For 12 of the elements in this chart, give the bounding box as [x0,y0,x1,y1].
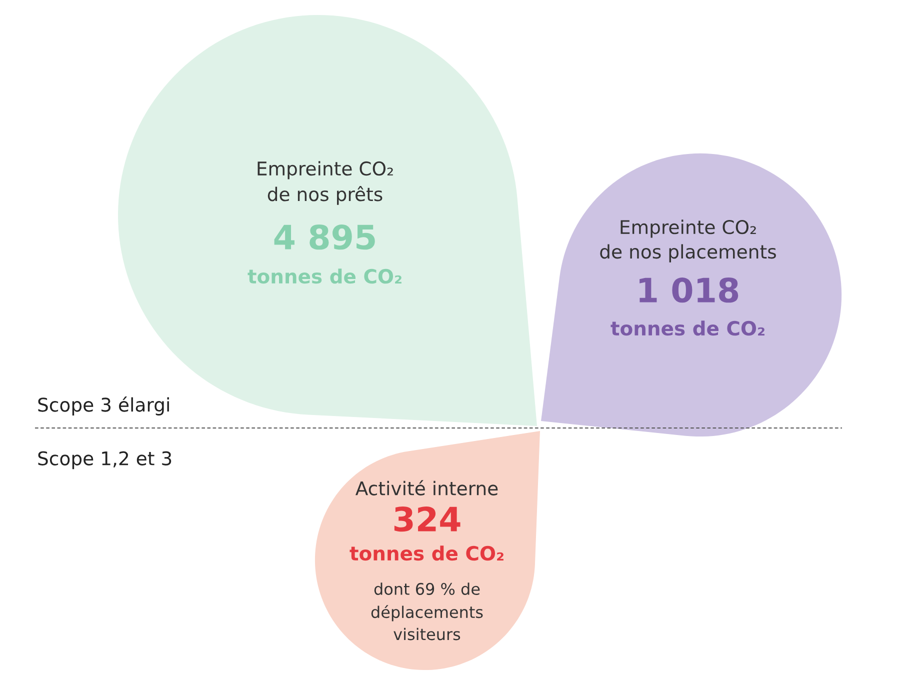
data-label: 324 [394,506,460,532]
category-label: Empreinte CO₂ de nos placements [600,220,776,262]
text: Scope 1,2 et 3 [38,451,172,470]
text: dont 69 % de déplacements visiteurs [371,582,483,640]
text: tonnes de CO₂ [610,320,764,336]
data-label: 1 018 [640,277,738,303]
category-label: Activité interne [355,480,498,496]
text: Scope 3 élargi [38,396,169,416]
text: tonnes de CO₂ [248,268,402,284]
category-label: Empreinte CO₂ de nos prêts [258,161,393,205]
text: tonnes de CO₂ [350,546,504,561]
data-label: 4 895 [274,224,375,250]
